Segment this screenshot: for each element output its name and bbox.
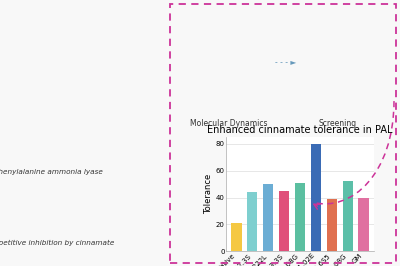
Bar	[263, 184, 273, 251]
Bar	[327, 199, 337, 251]
Bar	[279, 191, 289, 251]
Bar	[311, 144, 321, 251]
Text: Phenylalanine ammonia lyase: Phenylalanine ammonia lyase	[0, 169, 102, 174]
Bar	[231, 223, 242, 251]
Text: Molecular Dynamics: Molecular Dynamics	[190, 119, 268, 128]
Text: Competitive inhibition by cinnamate: Competitive inhibition by cinnamate	[0, 240, 114, 246]
Bar	[295, 183, 305, 251]
Bar	[247, 192, 258, 251]
Y-axis label: Tolerance: Tolerance	[204, 174, 213, 214]
Title: Enhanced cinnamate tolerance in PAL: Enhanced cinnamate tolerance in PAL	[207, 125, 393, 135]
Text: Screening: Screening	[319, 119, 357, 128]
Text: - - - ►: - - - ►	[275, 58, 297, 67]
Bar	[358, 198, 369, 251]
Bar	[342, 181, 353, 251]
